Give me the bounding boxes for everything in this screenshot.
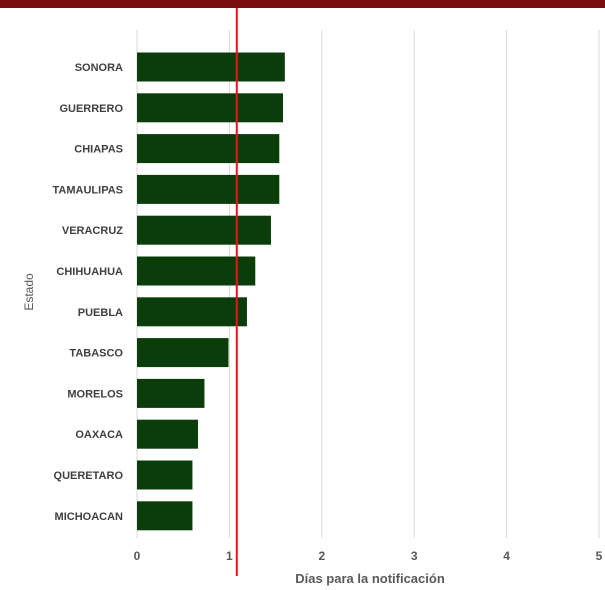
category-label: VERACRUZ (62, 225, 123, 237)
category-label: OAXACA (75, 429, 123, 441)
category-label: CHIAPAS (74, 144, 123, 156)
x-tick-label: 0 (134, 549, 141, 563)
category-label: MICHOACAN (55, 511, 123, 523)
x-tick-label: 5 (596, 549, 603, 563)
bar (137, 419, 198, 449)
category-label: TABASCO (69, 348, 123, 360)
x-tick-label: 3 (411, 549, 418, 563)
bars (137, 52, 285, 531)
category-label: QUERETARO (54, 470, 124, 482)
x-axis-title: Días para la notificación (295, 571, 445, 586)
x-tick-label: 2 (318, 549, 325, 563)
x-tick-labels: 0 1 2 3 4 5 (134, 549, 603, 563)
y-axis-title: Estado (22, 273, 36, 311)
x-tick-label: 1 (226, 549, 233, 563)
bar (137, 460, 193, 490)
category-label: MORELOS (67, 388, 123, 400)
bar (137, 134, 280, 164)
category-label: GUERRERO (59, 103, 123, 115)
x-tick-label: 4 (503, 549, 510, 563)
bar (137, 52, 285, 82)
header-bar (0, 0, 605, 8)
category-label: CHIHUAHUA (56, 266, 123, 278)
bar (137, 174, 280, 204)
category-label: TAMAULIPAS (53, 184, 123, 196)
bar (137, 93, 283, 123)
bar (137, 338, 229, 368)
grid-lines (136, 30, 600, 538)
bar (137, 501, 193, 531)
category-label: SONORA (75, 62, 123, 74)
bar (137, 297, 247, 327)
bar (137, 215, 271, 245)
bar (137, 256, 256, 286)
category-label: PUEBLA (78, 307, 123, 319)
bar (137, 378, 205, 408)
category-labels: SONORA GUERRERO CHIAPAS TAMAULIPAS VERACRUZ C… (53, 62, 124, 523)
